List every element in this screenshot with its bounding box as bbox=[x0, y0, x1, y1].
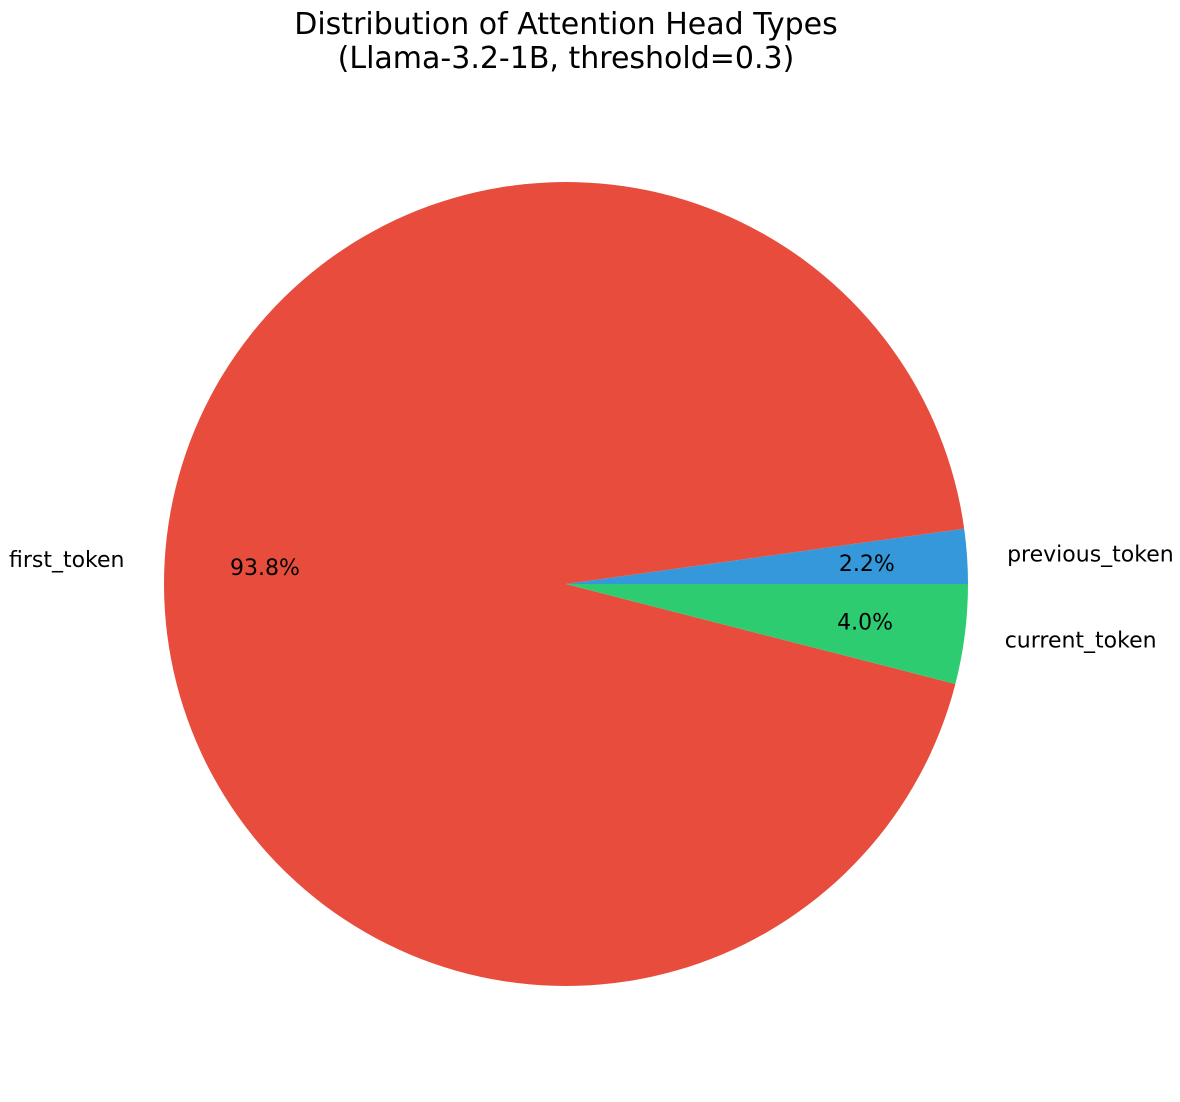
pie-slice-first_token bbox=[164, 181, 965, 986]
pie-slices bbox=[164, 181, 968, 986]
pie-pct-current_token: 4.0% bbox=[837, 611, 893, 636]
pie-slice-current_token bbox=[566, 584, 968, 684]
pie-slice-previous_token bbox=[566, 528, 968, 584]
pie-label-current_token: current_token bbox=[1005, 628, 1157, 653]
pie-pct-previous_token: 2.2% bbox=[839, 552, 895, 577]
pie-labels: previous_token 2.2% first_token 93.8% curren… bbox=[9, 542, 1174, 653]
pie-label-first_token: first_token bbox=[9, 548, 125, 573]
pie-label-previous_token: previous_token bbox=[1007, 542, 1174, 567]
pie-pct-first_token: 93.8% bbox=[230, 556, 300, 581]
chart-title-line-2: (Llama-3.2-1B, threshold=0.3) bbox=[337, 41, 795, 76]
chart-title-line-1: Distribution of Attention Head Types bbox=[294, 7, 838, 42]
chart-title: Distribution of Attention Head Types (Ll… bbox=[0, 8, 1132, 76]
